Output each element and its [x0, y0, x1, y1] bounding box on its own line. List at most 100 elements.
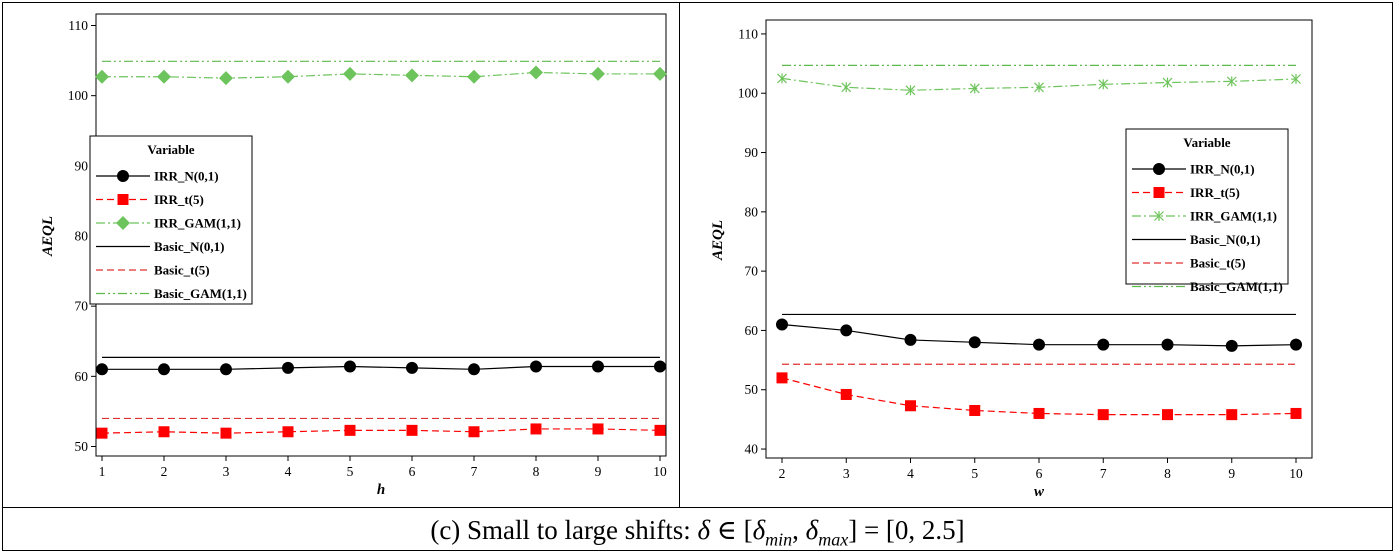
data-point — [592, 360, 604, 373]
legend-item-basic-n-0-1: Basic_N(0,1) — [1132, 232, 1260, 247]
x-tick-label: 8 — [1164, 466, 1171, 481]
series-line — [781, 377, 1297, 416]
data-point — [592, 423, 604, 435]
data-point — [220, 427, 232, 439]
y-tick-label: 80 — [75, 229, 89, 244]
y-tick-label: 70 — [745, 264, 759, 279]
x-tick-label: 4 — [907, 466, 914, 481]
data-point — [840, 324, 853, 337]
data-point — [406, 361, 418, 374]
y-tick-label: 50 — [75, 439, 89, 454]
data-point — [1290, 338, 1302, 351]
legend-label: Basic_GAM(1,1) — [1190, 279, 1283, 294]
x-tick-label: 7 — [1100, 466, 1107, 481]
y-tick-label: 90 — [745, 145, 759, 160]
data-point — [1291, 73, 1301, 84]
y-tick-label: 110 — [738, 26, 758, 41]
series-line — [102, 71, 660, 79]
data-point — [1226, 409, 1238, 421]
x-axis-label: h — [377, 482, 385, 498]
series-line — [102, 365, 660, 370]
legend-label: IRR_N(0,1) — [1190, 162, 1255, 177]
data-point — [157, 69, 171, 84]
data-point — [653, 66, 667, 81]
data-point — [654, 360, 666, 373]
series-irr-gam-1-1 — [777, 73, 1301, 96]
data-point — [344, 424, 356, 436]
legend: Variable IRR_N(0,1) IRR_t(5) IRR_GAM(1,1) Ba… — [1125, 128, 1289, 294]
series-irr-t-5 — [776, 372, 1302, 421]
data-point — [219, 71, 233, 86]
y-tick-label: 50 — [745, 382, 759, 397]
x-tick-label: 4 — [285, 464, 292, 479]
y-tick-label: 80 — [745, 204, 759, 219]
data-point — [281, 69, 295, 84]
legend-item-basic-gam-1-1: Basic_GAM(1,1) — [1132, 279, 1283, 294]
x-tick-label: 7 — [471, 464, 478, 479]
chart-w: 40 50 60 70 80 90 100 110 2 3 4 5 6 7 8 9 10 w AEQL Variabl… — [710, 19, 1313, 500]
legend-box — [1125, 128, 1289, 285]
x-tick-label: 9 — [595, 464, 602, 479]
series-irr-gam-1-1 — [95, 65, 667, 86]
series-irr-n-0-1 — [96, 360, 666, 376]
legend-label: Basic_GAM(1,1) — [154, 286, 247, 301]
x-axis: 2 3 4 5 6 7 8 9 10 — [779, 458, 1303, 481]
y-tick-label: 90 — [75, 158, 89, 173]
legend-label: Basic_t(5) — [1190, 256, 1246, 271]
legend-title: Variable — [147, 142, 194, 157]
y-tick-label: 60 — [745, 323, 759, 338]
x-tick-label: 5 — [971, 466, 978, 481]
data-point — [529, 65, 543, 80]
data-point — [467, 69, 481, 84]
data-point — [344, 360, 356, 373]
panel-divider — [679, 2, 680, 507]
legend-label: Basic_N(0,1) — [154, 239, 224, 254]
data-point — [530, 423, 542, 435]
data-point — [969, 83, 980, 94]
legend-label: IRR_GAM(1,1) — [1190, 209, 1277, 224]
data-point — [776, 372, 788, 384]
x-tick-label: 8 — [533, 464, 540, 479]
legend-item-basic-t-5: Basic_t(5) — [1132, 256, 1246, 271]
data-point — [158, 363, 170, 376]
x-tick-label: 2 — [161, 464, 168, 479]
legend-item-irr-n-0-1: IRR_N(0,1) — [1132, 162, 1255, 177]
x-tick-label: 9 — [1228, 466, 1235, 481]
data-point — [776, 318, 788, 331]
data-point — [1162, 409, 1173, 421]
data-point — [1161, 338, 1174, 351]
data-point — [905, 85, 916, 96]
data-point — [530, 360, 542, 373]
data-point — [468, 363, 480, 376]
legend-marker — [116, 216, 130, 230]
x-tick-label: 3 — [843, 466, 850, 481]
data-point — [96, 363, 108, 376]
data-point — [282, 426, 294, 438]
legend-marker — [1153, 163, 1165, 175]
x-axis-label: w — [1034, 484, 1045, 500]
x-tick-label: 6 — [1036, 466, 1043, 481]
y-tick-label: 60 — [75, 369, 89, 384]
legend-label: Basic_t(5) — [154, 263, 210, 278]
data-point — [1098, 79, 1109, 90]
legend-marker — [117, 194, 129, 205]
series-irr-t-5 — [96, 423, 666, 439]
x-tick-label: 3 — [223, 464, 230, 479]
data-point — [1034, 82, 1044, 93]
figure-caption: (c) Small to large shifts: δ ∈ [δmin, δm… — [430, 515, 965, 550]
y-axis: 50 60 70 80 90 100 110 — [68, 18, 96, 454]
y-axis: 40 50 60 70 80 90 100 110 — [738, 26, 766, 457]
data-point — [969, 404, 981, 416]
x-tick-label: 10 — [653, 464, 667, 479]
data-point — [1225, 339, 1238, 352]
data-point — [904, 333, 917, 346]
data-point — [1097, 338, 1110, 351]
y-tick-label: 40 — [745, 442, 759, 457]
legend-label: IRR_t(5) — [154, 192, 204, 207]
legend-item-irr-gam-1-1: IRR_GAM(1,1) — [1132, 209, 1277, 224]
legend-marker — [117, 170, 129, 182]
data-point — [96, 427, 108, 439]
x-axis: 1 2 3 4 5 6 7 8 9 10 — [99, 456, 667, 479]
legend-label: IRR_GAM(1,1) — [154, 216, 241, 231]
legend-marker — [1153, 187, 1165, 198]
